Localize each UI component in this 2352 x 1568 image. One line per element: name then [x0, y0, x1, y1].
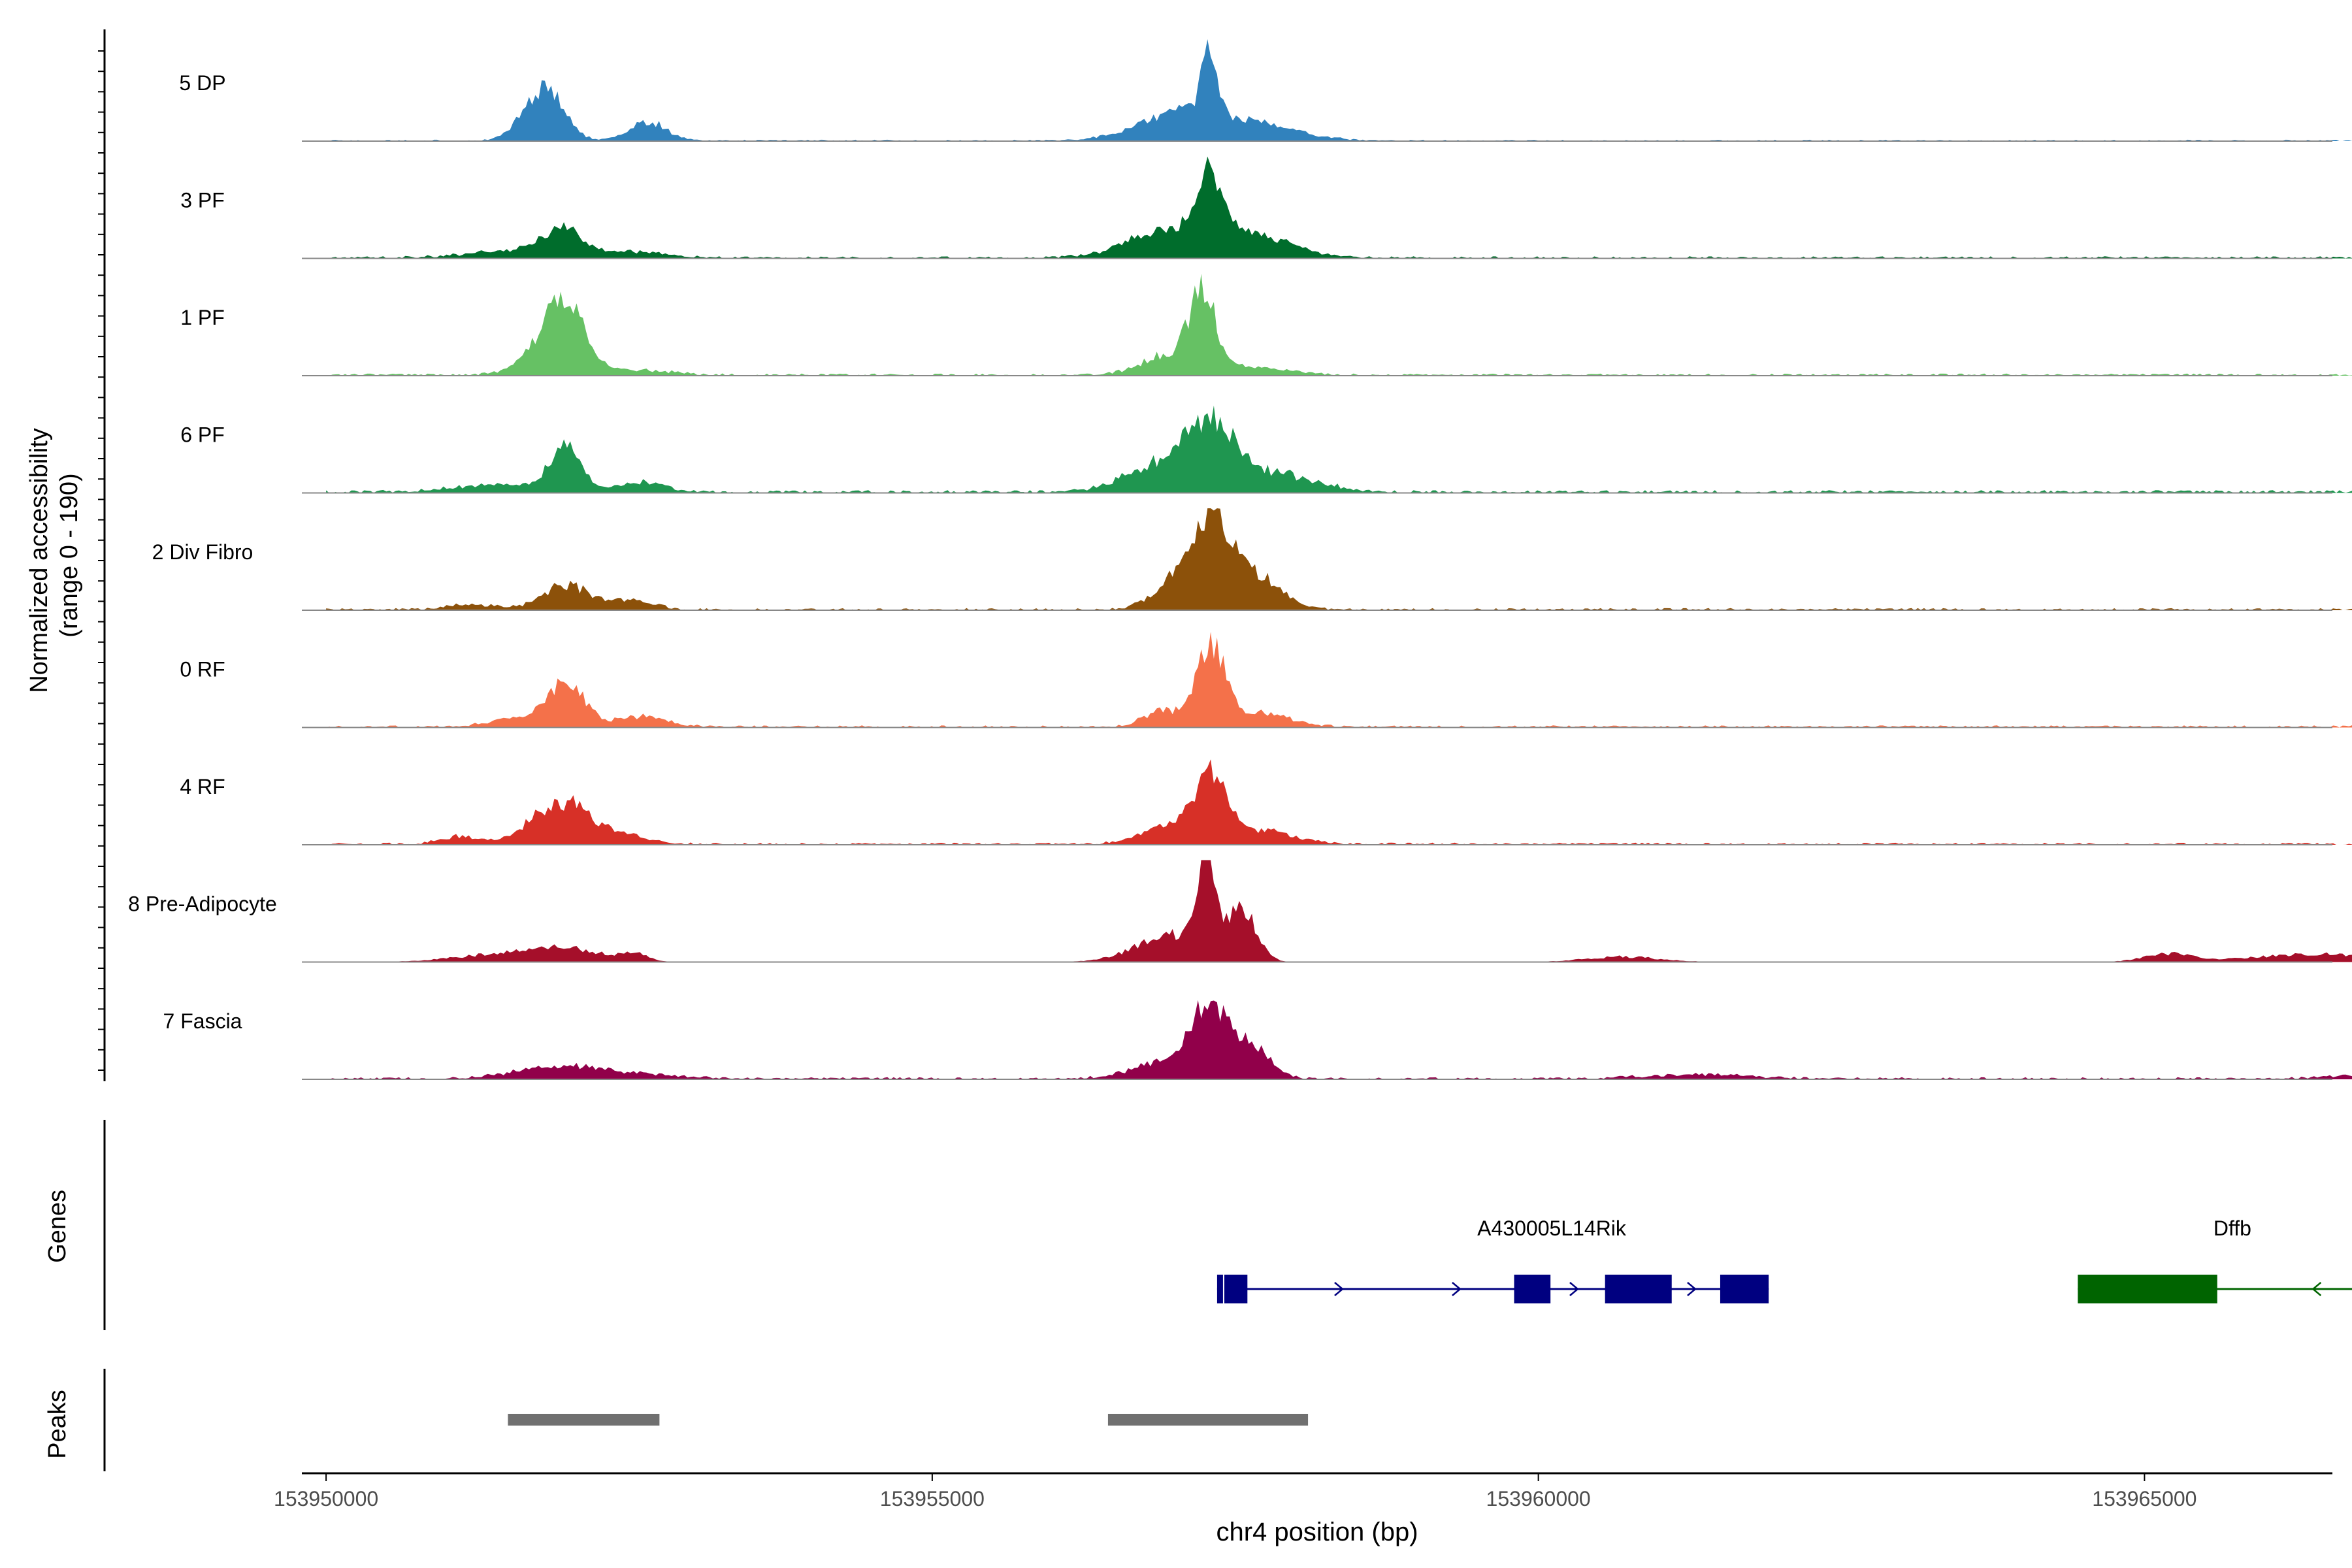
strand-arrow: [1452, 1282, 1462, 1296]
track-label: 4 RF: [180, 775, 225, 798]
x-tick-label: 153950000: [274, 1487, 378, 1511]
track-label: 7 Fascia: [163, 1009, 242, 1033]
coverage-track: 8 Pre-Adipocyte: [128, 860, 2352, 963]
coverage-area: [326, 508, 2352, 610]
strand-arrow: [1334, 1282, 1344, 1296]
peak-region: [1107, 1414, 1309, 1426]
gene-label: Dffb: [2213, 1217, 2251, 1240]
gene-label: A430005L14Rik: [1477, 1217, 1627, 1240]
coverage-track: 0 RF: [180, 632, 2352, 728]
x-tick-label: 153955000: [880, 1487, 985, 1511]
track-label: 6 PF: [180, 423, 225, 447]
gene-exon: [2078, 1275, 2217, 1303]
x-axis: 153950000 153955000 153960000 153965000: [274, 1472, 2332, 1511]
coverage-track: 6 PF: [180, 405, 2352, 494]
coverage-track: 1 PF: [180, 274, 2352, 376]
coverage-track: 7 Fascia: [163, 1000, 2352, 1080]
coverage-track: 4 RF: [180, 759, 2352, 845]
genes-panel-label: Genes: [44, 1190, 71, 1263]
coverage-area: [326, 274, 2352, 376]
coverage-track: 2 Div Fibro: [152, 508, 2352, 611]
x-axis-title: chr4 position (bp): [1216, 1518, 1418, 1546]
gene-exon: [1514, 1275, 1551, 1303]
coverage-area: [326, 632, 2352, 728]
track-label: 3 PF: [180, 189, 225, 212]
coverage-tracks: 5 DP 3 PF 1 PF 6 PF 2 Div Fibro 0 RF 4 RF 8 Pre…: [98, 29, 2352, 1081]
strand-arrow: [1569, 1282, 1579, 1296]
y-axis-label-line2: (range 0 - 190): [56, 473, 83, 637]
track-label: 0 RF: [180, 658, 225, 681]
track-label: 1 PF: [180, 306, 225, 329]
coverage-track: 3 PF: [180, 156, 2352, 259]
coverage-area: [326, 759, 2352, 845]
track-label: 8 Pre-Adipocyte: [128, 892, 277, 916]
track-label: 5 DP: [179, 71, 225, 95]
gene-exon: [1720, 1275, 1769, 1303]
peak-region: [508, 1414, 660, 1426]
coverage-area: [326, 405, 2352, 493]
coverage-track: 5 DP: [179, 39, 2352, 142]
strand-arrow: [1687, 1282, 1697, 1296]
coverage-area: [326, 156, 2352, 259]
x-tick-label: 153965000: [2092, 1487, 2197, 1511]
gene-exon: [1605, 1275, 1672, 1303]
y-axis-label-line1: Normalized accessibility: [25, 428, 53, 693]
track-label: 2 Div Fibro: [152, 540, 253, 564]
genes-panel: A430005L14Rik Dffb: [103, 1120, 2352, 1330]
gene-model: A430005L14Rik: [1217, 1217, 1769, 1303]
coverage-area: [326, 1000, 2352, 1079]
coverage-area: [326, 39, 2352, 141]
peaks-panel-label: Peaks: [44, 1390, 71, 1459]
strand-arrow: [2311, 1282, 2322, 1296]
gene-exon: [1217, 1275, 1248, 1303]
x-tick-label: 153960000: [1486, 1487, 1591, 1511]
peaks-panel: [103, 1369, 1309, 1471]
coverage-area: [326, 860, 2352, 962]
gene-model: Dffb: [2078, 1217, 2352, 1303]
